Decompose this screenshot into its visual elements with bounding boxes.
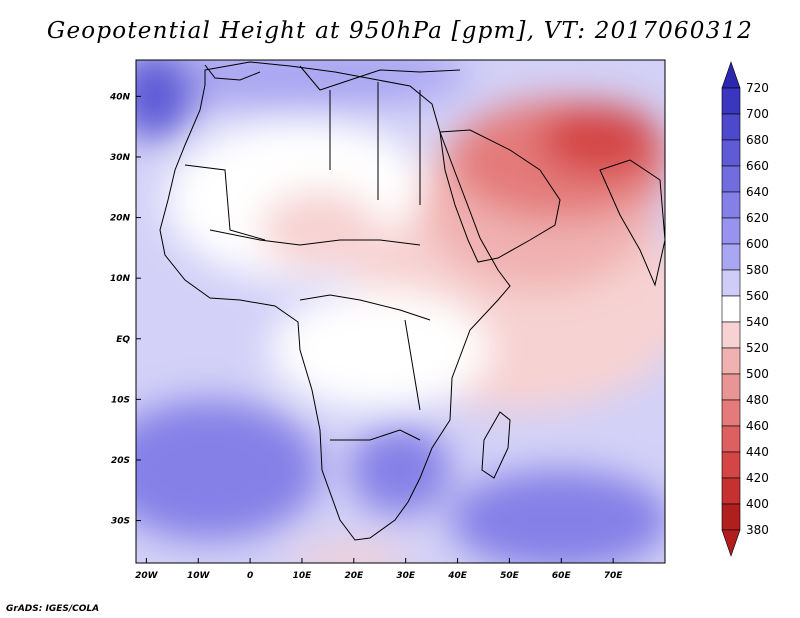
- map-field: [136, 60, 665, 563]
- x-tick-label-4: 20E: [344, 571, 364, 581]
- y-tick-label-7: 30S: [111, 517, 130, 527]
- x-tick-label-6: 40E: [447, 571, 468, 581]
- colorbar-segment-0: [721, 87, 741, 115]
- colorbar-label-1: 700: [746, 107, 769, 121]
- colorbar-segment-5: [721, 217, 741, 245]
- field-indian-ocean-high: [450, 470, 665, 563]
- colorbar-top-arrow: [721, 61, 741, 89]
- colorbar-segment-13: [721, 425, 741, 453]
- field-south-atlantic-high: [136, 400, 320, 540]
- colorbar-segment-9: [721, 321, 741, 349]
- y-tick-label-4: EQ: [116, 335, 130, 345]
- colorbar-label-16: 400: [746, 497, 769, 511]
- colorbar-segment-14: [721, 451, 741, 479]
- colorbar-segment-12: [721, 399, 741, 427]
- colorbar-segment-4: [721, 191, 741, 219]
- colorbar-segment-15: [721, 477, 741, 505]
- x-axis: 20W 10W 0 10E 20E 30E 40E 50E 60E 70E: [135, 558, 623, 581]
- field-central-africa: [270, 290, 490, 410]
- colorbar-segment-11: [721, 373, 741, 401]
- y-tick-label-5: 10S: [111, 395, 130, 405]
- coastlines: [159, 61, 665, 541]
- field-cape-low: [290, 545, 410, 563]
- colorbar-label-13: 460: [746, 419, 769, 433]
- colorbar-label-3: 660: [746, 159, 769, 173]
- border-great-lakes: [404, 319, 421, 411]
- colorbar-label-15: 420: [746, 471, 769, 485]
- field-atlantic-high: [136, 60, 195, 140]
- colorbar-segment-8: [721, 295, 741, 323]
- x-tick-label-2: 0: [247, 571, 253, 581]
- x-tick-label-1: 10W: [187, 571, 211, 581]
- x-tick-label-8: 60E: [552, 571, 572, 581]
- x-tick-label-9: 70E: [604, 571, 624, 581]
- field-southern-africa: [350, 425, 450, 515]
- colorbar-segment-1: [721, 113, 741, 141]
- colorbar-label-4: 640: [746, 185, 769, 199]
- y-tick-label-2: 20N: [110, 214, 131, 224]
- colorbar-label-14: 440: [746, 445, 769, 459]
- field-sahel-low: [260, 190, 380, 270]
- field-mediterranean: [136, 60, 470, 110]
- y-tick-label-6: 20S: [111, 456, 130, 466]
- colorbar-segment-10: [721, 347, 741, 375]
- plot-frame: [135, 59, 666, 564]
- colorbar-segment-6: [721, 243, 741, 271]
- colorbar-label-5: 620: [746, 211, 769, 225]
- x-tick-label-3: 10E: [293, 571, 313, 581]
- mediterranean-north: [299, 65, 461, 91]
- y-tick-label-0: 40N: [109, 92, 131, 102]
- colorbar-segment-2: [721, 139, 741, 167]
- madagascar-outline: [481, 411, 511, 479]
- africa-coastline: [159, 61, 511, 541]
- y-tick-label-3: 10N: [110, 274, 131, 284]
- y-tick-label-1: 30N: [110, 153, 131, 163]
- border-sahel: [209, 229, 421, 246]
- colorbar-label-9: 540: [746, 315, 769, 329]
- colorbar-segment-7: [721, 269, 741, 297]
- colorbar-label-8: 560: [746, 289, 769, 303]
- grads-credit: GrADS: IGES/COLA: [6, 604, 100, 614]
- iberia-coast: [204, 64, 261, 81]
- india-coastline: [599, 159, 665, 287]
- border-libya-egypt: [329, 82, 421, 205]
- colorbar-segment-16: [721, 503, 741, 531]
- y-axis: 40N 30N 20N 10N EQ 10S 20S 30S: [109, 92, 141, 527]
- colorbar-label-12: 480: [746, 393, 769, 407]
- x-tick-label-0: 20W: [135, 571, 159, 581]
- field-pakistan-low: [540, 105, 660, 175]
- border-central: [299, 294, 431, 321]
- colorbar-label-10: 520: [746, 341, 769, 355]
- border-west-sahara: [184, 164, 266, 241]
- x-tick-label-5: 30E: [396, 571, 416, 581]
- colorbar-label-17: 380: [746, 523, 769, 537]
- colorbar-segment-3: [721, 165, 741, 193]
- colorbar-label-11: 500: [746, 367, 769, 381]
- colorbar-label-6: 600: [746, 237, 769, 251]
- map-title: Geopotential Height at 950hPa [gpm], VT:…: [46, 18, 754, 44]
- colorbar: 720 700 680 660 640 620 600 580 560 540 520 500 480 4…: [721, 61, 769, 557]
- colorbar-label-0: 720: [746, 81, 769, 95]
- arabia-coastline: [439, 129, 561, 263]
- colorbar-bottom-arrow: [721, 529, 741, 557]
- x-tick-label-7: 50E: [500, 571, 520, 581]
- colorbar-label-2: 680: [746, 133, 769, 147]
- colorbar-label-7: 580: [746, 263, 769, 277]
- border-south: [330, 429, 421, 441]
